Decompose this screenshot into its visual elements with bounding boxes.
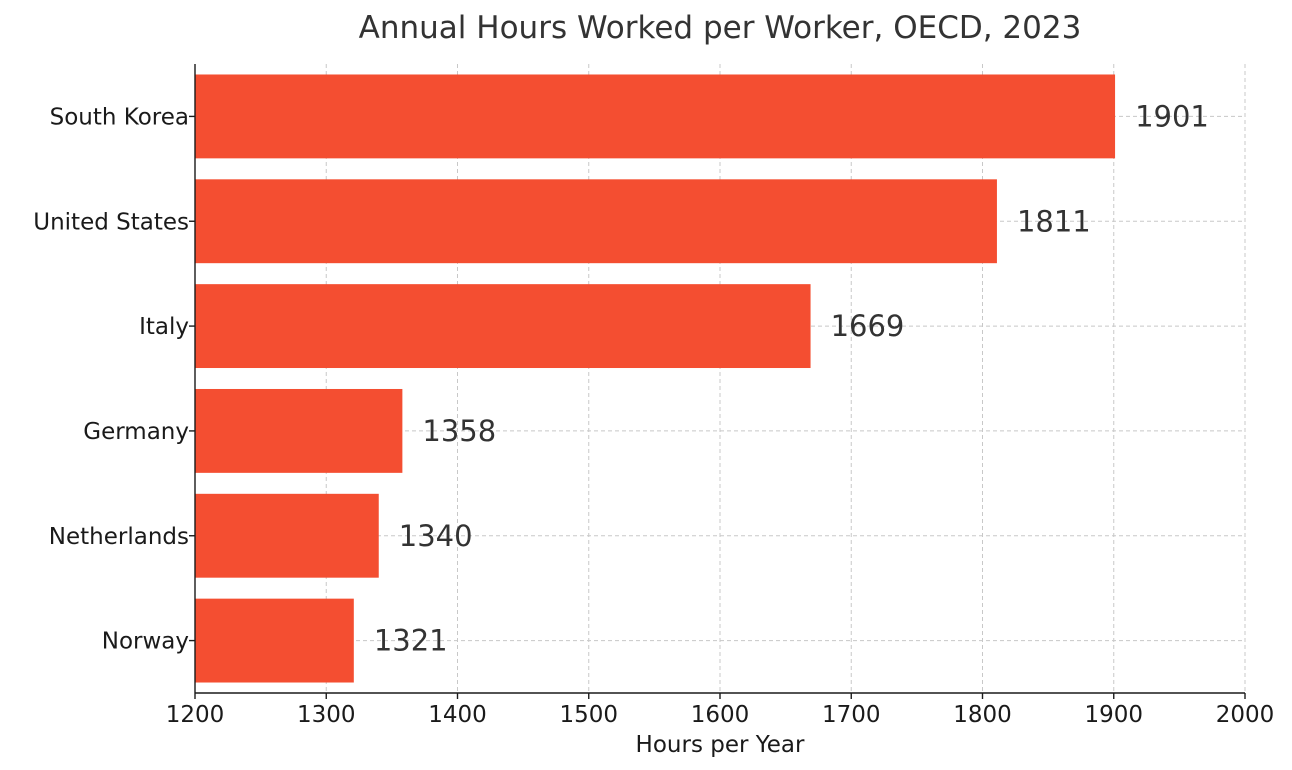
chart-title: Annual Hours Worked per Worker, OECD, 20… — [359, 10, 1082, 46]
data-label: 1340 — [399, 519, 473, 553]
data-label: 1811 — [1017, 204, 1091, 238]
category-label: United States — [33, 209, 189, 235]
data-label: 1358 — [422, 414, 496, 448]
data-label: 1669 — [831, 309, 905, 343]
x-tick-labels: 1200 1300 1400 1500 1600 1700 1800 1900 2000 — [166, 702, 1275, 728]
x-tick-label: 1700 — [822, 702, 881, 728]
data-labels: 1901 1811 1669 1358 1340 1321 — [374, 99, 1209, 657]
x-tick-label: 1500 — [559, 702, 618, 728]
category-label: Norway — [102, 629, 189, 655]
data-label: 1321 — [374, 624, 448, 658]
bars — [195, 74, 1116, 683]
x-tick-label: 1300 — [297, 702, 356, 728]
x-tick-label: 1600 — [691, 702, 750, 728]
x-tick-label: 1900 — [1084, 702, 1143, 728]
category-label: South Korea — [50, 104, 189, 130]
bar — [195, 493, 379, 578]
x-tick-label: 1200 — [166, 702, 225, 728]
category-labels: South Korea United States Italy Germany Neth… — [33, 104, 189, 654]
category-label: Netherlands — [49, 524, 189, 550]
bar — [195, 598, 354, 683]
x-tick-label: 2000 — [1216, 702, 1275, 728]
x-axis-title: Hours per Year — [636, 732, 805, 758]
x-tick-label: 1400 — [428, 702, 487, 728]
category-label: Germany — [83, 419, 189, 445]
axes — [189, 64, 1246, 699]
x-tick-label: 1800 — [953, 702, 1012, 728]
data-label: 1901 — [1135, 99, 1209, 133]
category-label: Italy — [139, 314, 189, 340]
bar — [195, 74, 1116, 159]
bar — [195, 388, 403, 473]
bar — [195, 284, 811, 369]
bar — [195, 179, 997, 264]
